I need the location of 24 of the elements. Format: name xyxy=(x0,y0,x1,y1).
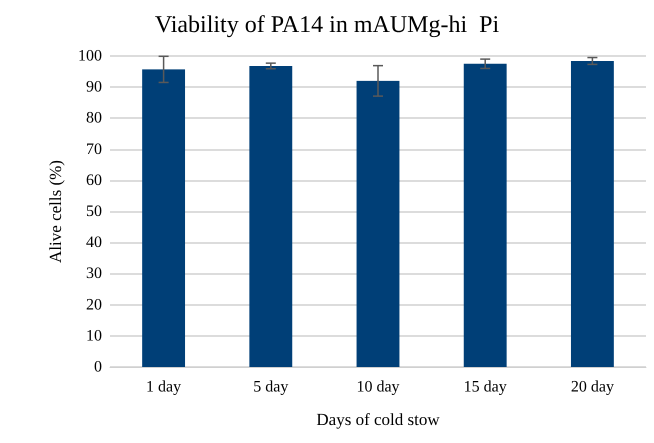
y-tick-label: 10 xyxy=(86,327,102,344)
x-tick-label: 20 day xyxy=(570,378,614,396)
y-tick-label: 70 xyxy=(86,140,102,158)
bar xyxy=(356,80,400,367)
bar xyxy=(249,66,292,367)
chart-title: Viability of PA14 in mAUMg-hi Pi xyxy=(154,12,500,38)
y-tick-label: 90 xyxy=(86,78,102,96)
bar xyxy=(464,64,507,367)
x-tick-label: 5 day xyxy=(253,378,288,396)
y-axis-title: Alive cells (%) xyxy=(46,160,65,263)
y-tick-label: 40 xyxy=(86,234,102,252)
y-tick-label: 0 xyxy=(94,358,102,376)
y-tick-label: 100 xyxy=(78,48,102,64)
y-tick-label: 20 xyxy=(86,296,102,314)
x-tick-label: 10 day xyxy=(356,378,400,396)
x-tick-label: 15 day xyxy=(464,378,507,396)
y-tick-label: 50 xyxy=(86,203,102,220)
y-tick-label: 80 xyxy=(86,110,102,127)
y-tick-label: 60 xyxy=(86,172,102,189)
x-axis-title: Days of cold stow xyxy=(316,410,440,429)
bar xyxy=(570,60,614,367)
bar xyxy=(142,69,186,367)
y-tick-label: 30 xyxy=(86,265,102,282)
x-tick-label: 1 day xyxy=(146,378,182,396)
